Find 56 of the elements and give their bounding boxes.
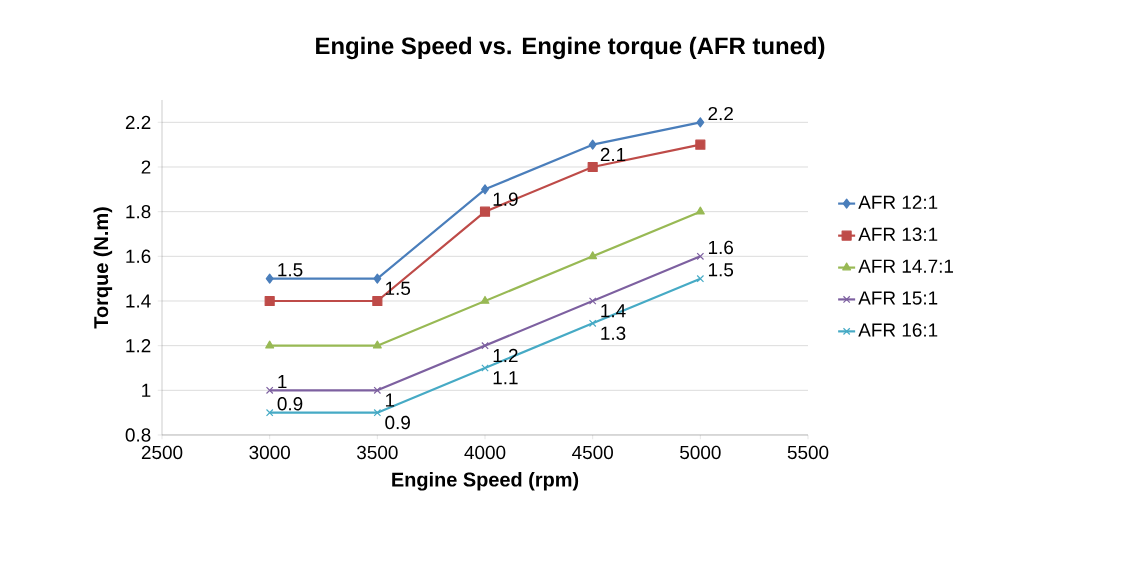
data-label: 1.1 — [493, 371, 518, 385]
x-tick-label: 5500 — [787, 445, 829, 460]
x-tick-label: 5000 — [680, 445, 721, 460]
point — [373, 273, 382, 284]
y-tick-label: 1.8 — [126, 204, 151, 219]
x-tick-label: 3000 — [249, 445, 290, 460]
point — [372, 295, 383, 307]
point — [373, 408, 382, 417]
x-axis-title: Engine Speed (rpm) — [392, 471, 579, 491]
point — [588, 297, 597, 305]
legend-label: AFR 15:1 — [858, 291, 938, 305]
data-label: 0.9 — [385, 415, 410, 430]
y-axis-title: Torque (N.m) — [93, 207, 113, 329]
x-tick-label: 4000 — [464, 445, 506, 460]
x-tick-label: 3500 — [357, 445, 398, 460]
data-label: 0.9 — [277, 397, 303, 411]
point — [587, 161, 598, 173]
x-tick-label: 4500 — [572, 445, 613, 460]
y-tick-label: 1 — [142, 383, 151, 397]
point — [265, 408, 274, 417]
legend-label: AFR 14.7:1 — [858, 259, 954, 273]
data-label: 1.3 — [601, 326, 626, 340]
data-label: 1 — [278, 375, 287, 389]
y-tick-label: 2.2 — [125, 115, 151, 129]
y-tick-label: 1.6 — [126, 249, 151, 264]
legend-label: AFR 12:1 — [858, 195, 938, 209]
x-tick-label: 2500 — [141, 445, 183, 460]
point — [695, 139, 706, 150]
point — [481, 341, 489, 350]
point — [696, 274, 705, 283]
point — [696, 117, 705, 128]
data-label: 1.5 — [278, 263, 303, 277]
data-label: 1.9 — [493, 192, 518, 206]
point — [479, 206, 491, 217]
data-label: 2.1 — [600, 147, 626, 162]
chart-title: Engine Speed vs. Engine torque (AFR tuned) — [316, 36, 825, 60]
legend-label: AFR 13:1 — [858, 227, 938, 242]
data-label: 1.4 — [601, 304, 626, 318]
legend-label: AFR 16:1 — [858, 323, 938, 337]
point — [264, 295, 275, 307]
point — [265, 273, 274, 284]
data-label: 1 — [385, 393, 395, 407]
point — [695, 206, 705, 215]
point — [480, 295, 490, 304]
y-tick-label: 0.8 — [125, 428, 151, 442]
point — [588, 251, 598, 260]
point — [588, 139, 597, 150]
data-label: 1.6 — [708, 240, 734, 255]
y-tick-label: 1.2 — [126, 339, 151, 353]
y-tick-label: 2 — [141, 160, 151, 174]
point — [481, 184, 489, 195]
y-tick-label: 1.4 — [126, 294, 151, 308]
data-label: 1.5 — [708, 263, 734, 277]
point — [265, 340, 275, 349]
point — [372, 340, 382, 349]
data-label: 2.2 — [708, 106, 733, 121]
